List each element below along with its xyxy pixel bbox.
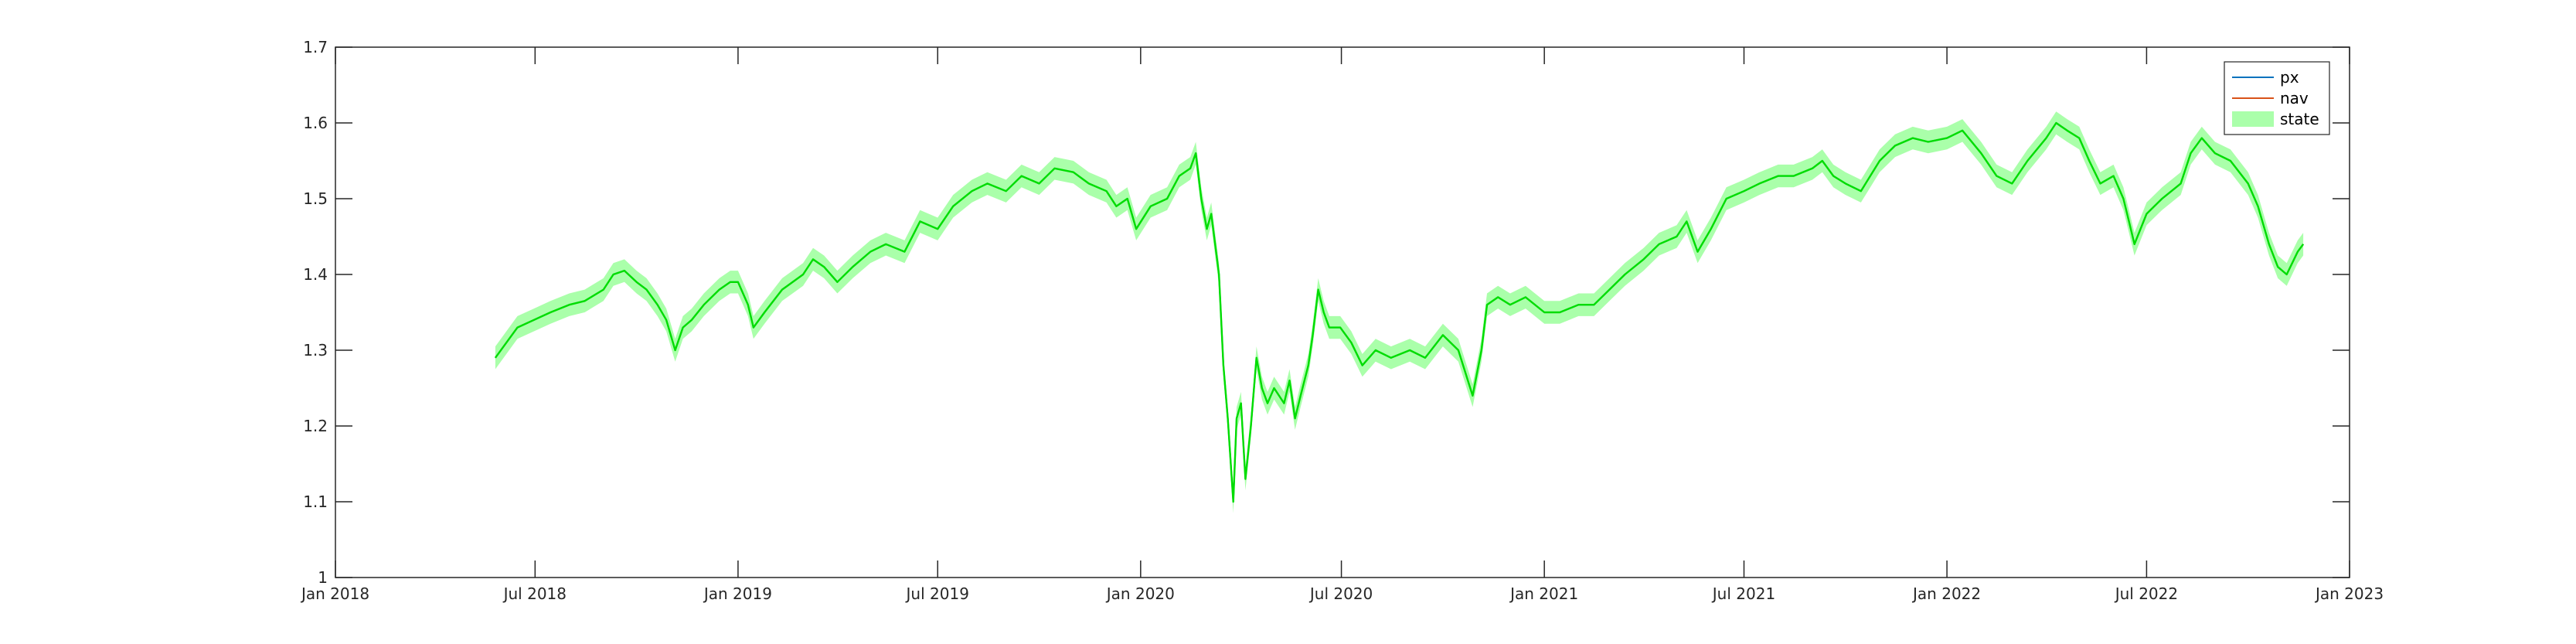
x-tick-label: Jul 2021: [1711, 584, 1775, 603]
y-tick-label: 1.3: [303, 341, 328, 359]
y-tick-label: 1.7: [303, 38, 328, 56]
y-tick-label: 1.2: [303, 417, 328, 435]
y-tick-label: 1: [318, 568, 328, 587]
x-tick-label: Jan 2021: [1509, 584, 1578, 603]
legend[interactable]: px nav state: [2224, 61, 2330, 135]
y-axis: 1 1.1 1.2 1.3 1.4 1.5 1.6 1.7: [303, 38, 2350, 587]
y-tick-label: 1.6: [303, 114, 328, 132]
x-tick-label: Jan 2023: [2314, 584, 2384, 603]
state-mean-line: [494, 121, 2305, 503]
plot-frame: [335, 46, 2350, 578]
x-tick-label: Jul 2020: [1308, 584, 1373, 603]
x-tick-label: Jul 2019: [905, 584, 969, 603]
series-layer: [494, 121, 2305, 503]
x-tick-label: Jul 2022: [2114, 584, 2178, 603]
plot-area: [335, 47, 2350, 578]
y-tick-label: 1.4: [303, 265, 328, 284]
state-band-layer: [495, 111, 2304, 513]
x-tick-label: Jan 2019: [703, 584, 772, 603]
x-tick-label: Jul 2018: [502, 584, 567, 603]
x-tick-label: Jan 2022: [1911, 584, 1981, 603]
legend-label-px: px: [2280, 68, 2299, 87]
y-tick-label: 1.1: [303, 492, 328, 511]
y-tick-label: 1.5: [303, 189, 328, 208]
x-axis: Jan 2018 Jul 2018 Jan 2019 Jul 2019 Jan 2020…: [300, 47, 2384, 603]
x-tick-label: Jan 2018: [300, 584, 369, 603]
state-band: [495, 111, 2304, 513]
legend-swatch-state: [2232, 111, 2274, 127]
x-tick-label: Jan 2020: [1105, 584, 1175, 603]
legend-label-nav: nav: [2280, 89, 2309, 107]
legend-label-state: state: [2280, 110, 2319, 128]
